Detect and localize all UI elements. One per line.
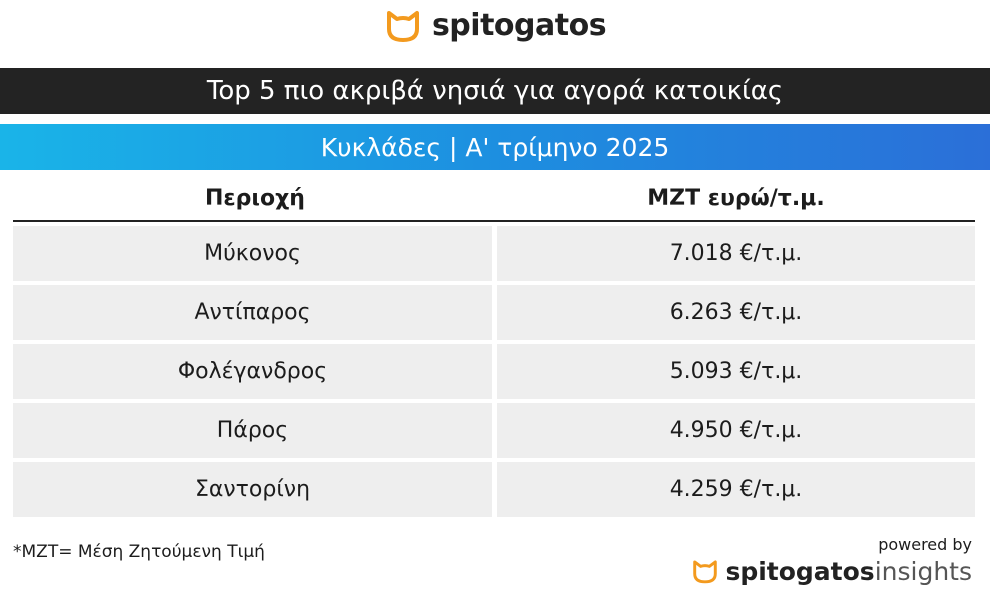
brand-suffix: insights [874,557,972,586]
logo: spitogatos [0,8,990,43]
region-cell: Μύκονος [13,222,497,281]
column-header: ΜΖΤ ευρώ/τ.μ. [497,176,975,222]
title: Top 5 πιο ακριβά νησιά για αγορά κατοικί… [0,68,990,114]
header-row: Περιοχή ΜΖΤ ευρώ/τ.μ. [13,176,975,222]
region-cell: Σαντορίνη [13,458,497,517]
price-cell: 7.018 €/τ.μ. [497,222,975,281]
price-cell: 6.263 €/τ.μ. [497,281,975,340]
table-row: Σαντορίνη 4.259 €/τ.μ. [13,458,975,517]
region-cell: Φολέγανδρος [13,340,497,399]
price-cell: 4.259 €/τ.μ. [497,458,975,517]
region-cell: Αντίπαρος [13,281,497,340]
table-row: Μύκονος 7.018 €/τ.μ. [13,222,975,281]
table-row: Φολέγανδρος 5.093 €/τ.μ. [13,340,975,399]
brand-icon [693,560,718,584]
price-cell: 4.950 €/τ.μ. [497,399,975,458]
brand-logo: spitogatosinsights [691,557,972,586]
subtitle: Κυκλάδες | Α' τρίμηνο 2025 [0,124,990,170]
logo-text: spitogatos [431,8,607,43]
brand-name: spitogatos [725,557,875,586]
table: Περιοχή ΜΖΤ ευρώ/τ.μ. Μύκονος 7.018 €/τ.μ… [13,176,975,517]
table-row: Αντίπαρος 6.263 €/τ.μ. [13,281,975,340]
region-cell: Πάρος [13,399,497,458]
column-header: Περιοχή [13,176,497,222]
table-row: Πάρος 4.950 €/τ.μ. [13,399,975,458]
footnote: *ΜΖΤ= Μέση Ζητούμενη Τιμή [13,542,265,562]
powered-by: powered by [878,535,972,554]
logo-icon [386,10,419,42]
price-cell: 5.093 €/τ.μ. [497,340,975,399]
